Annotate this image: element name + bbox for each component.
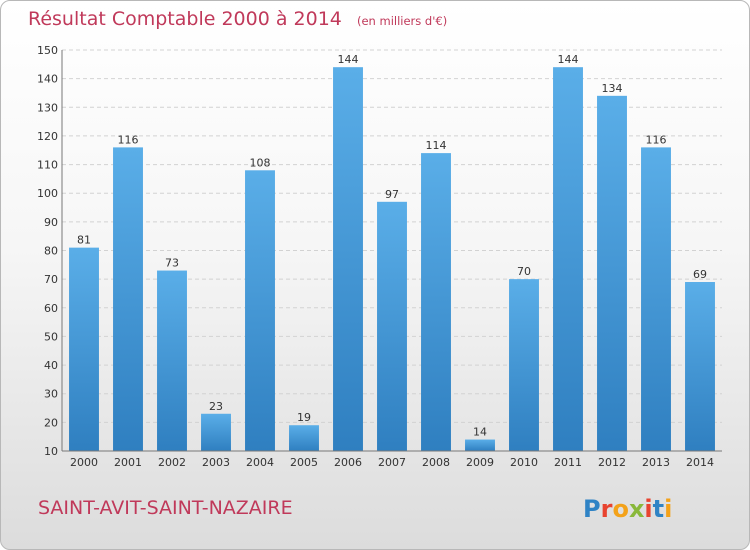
bar-value-label: 81 [77, 234, 91, 247]
y-tick-label: 30 [44, 388, 58, 401]
bar-value-label: 14 [473, 426, 487, 439]
y-tick-label: 110 [37, 159, 58, 172]
bar-value-label: 108 [250, 156, 271, 169]
y-tick-label: 90 [44, 216, 58, 229]
x-tick-label: 2000 [70, 456, 98, 469]
x-tick-label: 2006 [334, 456, 362, 469]
chart-title-unit: (en milliers d'€) [357, 14, 447, 28]
bar [641, 147, 671, 451]
bar-value-label: 97 [385, 188, 399, 201]
bar-value-label: 19 [297, 411, 311, 424]
bar-value-label: 114 [426, 139, 447, 152]
bar [685, 282, 715, 451]
x-tick-label: 2005 [290, 456, 318, 469]
logo-letter: i [644, 495, 652, 523]
chart-title: Résultat Comptable 2000 à 2014 (en milli… [28, 8, 447, 30]
y-tick-label: 150 [37, 44, 58, 57]
y-tick-label: 70 [44, 273, 58, 286]
y-tick-label: 20 [44, 416, 58, 429]
bar-value-label: 70 [517, 265, 531, 278]
bar [333, 67, 363, 451]
logo-letter: i [664, 495, 672, 523]
x-tick-label: 2012 [598, 456, 626, 469]
x-tick-label: 2004 [246, 456, 274, 469]
logo-letter: x [629, 495, 645, 523]
bar [465, 439, 495, 451]
y-tick-label: 120 [37, 130, 58, 143]
bar-value-label: 23 [209, 400, 223, 413]
x-tick-label: 2007 [378, 456, 406, 469]
y-tick-label: 100 [37, 187, 58, 200]
y-tick-label: 50 [44, 330, 58, 343]
x-tick-label: 2008 [422, 456, 450, 469]
x-tick-label: 2001 [114, 456, 142, 469]
x-tick-label: 2011 [554, 456, 582, 469]
y-axis: 10 20 30 40 50 60 70 80 90 100 110 120 130 140 150 [37, 44, 63, 458]
bar [245, 170, 275, 452]
logo-letter: t [653, 495, 664, 523]
logo-letter: o [612, 495, 629, 523]
bar [509, 279, 539, 451]
bar [597, 95, 627, 451]
bar [377, 201, 407, 451]
x-tick-label: 2009 [466, 456, 494, 469]
x-tick-label: 2014 [686, 456, 714, 469]
bar-value-label: 69 [693, 268, 707, 281]
bar-value-label: 144 [558, 53, 579, 66]
bar-value-label: 116 [118, 133, 139, 146]
x-tick-label: 2002 [158, 456, 186, 469]
x-axis: 2000 2001 2002 2003 2004 2005 2006 2007 2008 2009… [62, 450, 722, 469]
bar-value-label: 134 [602, 82, 623, 95]
logo-letter: r [601, 495, 613, 523]
bar-value-label: 116 [646, 133, 667, 146]
y-tick-label: 10 [44, 445, 58, 458]
bar-value-label: 144 [338, 53, 359, 66]
x-tick-label: 2010 [510, 456, 538, 469]
x-tick-label: 2013 [642, 456, 670, 469]
logo-letter: P [583, 495, 601, 523]
y-tick-label: 40 [44, 359, 58, 372]
bar [157, 270, 187, 451]
bar [69, 247, 99, 451]
bar [289, 425, 319, 451]
bar [553, 67, 583, 451]
y-tick-label: 60 [44, 302, 58, 315]
bar [421, 153, 451, 451]
chart-title-main: Résultat Comptable 2000 à 2014 [28, 8, 342, 30]
x-tick-label: 2003 [202, 456, 230, 469]
bar [113, 147, 143, 451]
proxiti-logo: Proxiti [583, 495, 672, 523]
bar [201, 413, 231, 451]
y-tick-label: 140 [37, 73, 58, 86]
y-tick-label: 130 [37, 101, 58, 114]
bar-value-label: 73 [165, 257, 179, 270]
commune-name: SAINT-AVIT-SAINT-NAZAIRE [38, 497, 293, 519]
y-tick-label: 80 [44, 245, 58, 258]
bars: 81 116 73 23 108 19 144 97 114 14 70 144 134 116 69 [69, 53, 715, 452]
